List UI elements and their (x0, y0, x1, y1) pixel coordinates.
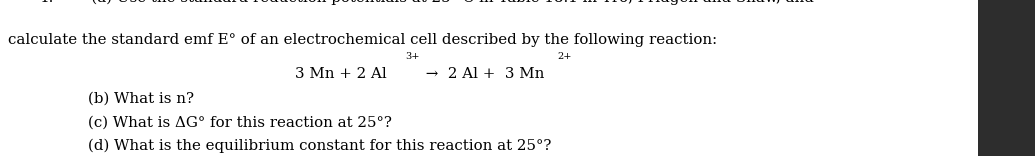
Text: (b) What is n?: (b) What is n? (88, 92, 194, 106)
Text: 4.        (a) Use the standard reduction potentials at 25° C in Table 18.1 in Tr: 4. (a) Use the standard reduction potent… (39, 0, 815, 5)
Text: calculate the standard emf E° of an electrochemical cell described by the follow: calculate the standard emf E° of an elec… (8, 33, 717, 47)
Text: →  2 Al +  3 Mn: → 2 Al + 3 Mn (421, 67, 544, 81)
Text: 2+: 2+ (558, 52, 572, 61)
Text: 3+: 3+ (406, 52, 420, 61)
Text: (d) What is the equilibrium constant for this reaction at 25°?: (d) What is the equilibrium constant for… (88, 139, 552, 153)
Text: 3 Mn + 2 Al: 3 Mn + 2 Al (295, 67, 387, 81)
Text: (c) What is ΔG° for this reaction at 25°?: (c) What is ΔG° for this reaction at 25°… (88, 115, 392, 129)
